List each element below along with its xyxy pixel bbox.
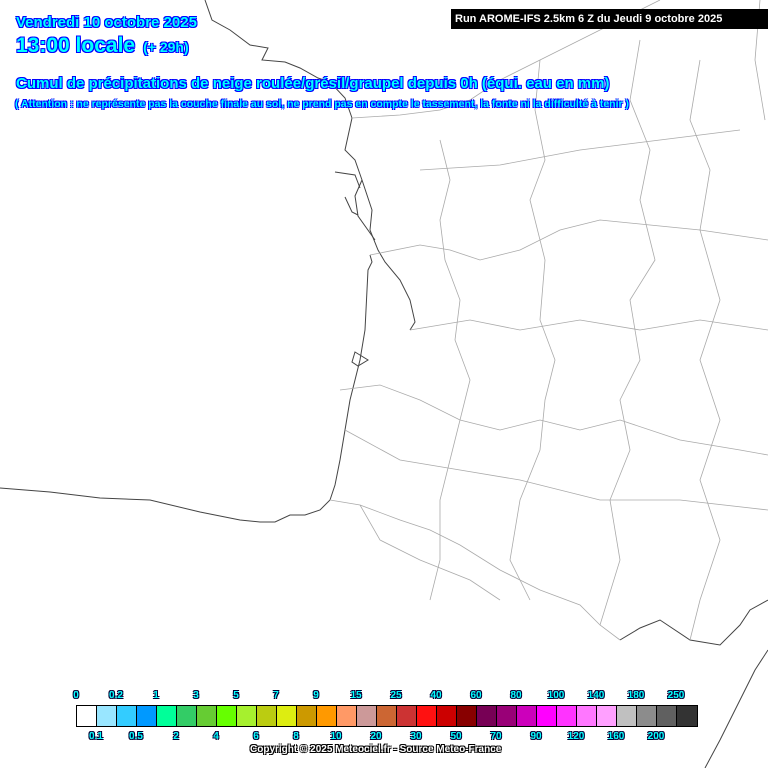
legend-swatch (77, 706, 97, 726)
forecast-time: 13:00 locale (+ 29h) (16, 34, 189, 58)
legend-label: 0 (73, 690, 79, 701)
lead-time: (+ 29h) (143, 39, 189, 55)
local-time: 13:00 locale (16, 34, 136, 57)
legend-label: 20 (370, 731, 382, 742)
legend-swatch (617, 706, 637, 726)
legend-swatch (597, 706, 617, 726)
legend-label: 70 (490, 731, 502, 742)
legend-swatch (557, 706, 577, 726)
color-legend (76, 705, 698, 727)
legend-label: 25 (390, 690, 402, 701)
legend-swatch (677, 706, 697, 726)
legend-swatch (517, 706, 537, 726)
legend-swatch (657, 706, 677, 726)
legend-label: 160 (607, 731, 625, 742)
legend-swatch (637, 706, 657, 726)
legend-label: 15 (350, 690, 362, 701)
legend-label: 3 (193, 690, 199, 701)
legend-label: 30 (410, 731, 422, 742)
forecast-date: Vendredi 10 octobre 2025 (16, 14, 197, 31)
legend-swatch (177, 706, 197, 726)
legend-swatch (257, 706, 277, 726)
legend-swatch (117, 706, 137, 726)
legend-swatch (437, 706, 457, 726)
legend-label: 8 (293, 731, 299, 742)
legend-label: 120 (567, 731, 585, 742)
legend-label: 0.1 (89, 731, 103, 742)
legend-label: 180 (627, 690, 645, 701)
legend-swatch (397, 706, 417, 726)
legend-swatch (197, 706, 217, 726)
legend-swatch (97, 706, 117, 726)
legend-label: 80 (510, 690, 522, 701)
legend-swatch (457, 706, 477, 726)
legend-label: 5 (233, 690, 239, 701)
run-info: Run AROME-IFS 2.5km 6 Z du Jeudi 9 octob… (451, 9, 768, 29)
legend-label: 7 (273, 690, 279, 701)
legend-swatch (357, 706, 377, 726)
legend-swatch (577, 706, 597, 726)
legend-label: 9 (313, 690, 319, 701)
legend-label: 4 (213, 731, 219, 742)
legend-label: 100 (547, 690, 565, 701)
legend-swatch (217, 706, 237, 726)
map-title: Cumul de précipitations de neige roulée/… (16, 75, 610, 92)
legend-label: 40 (430, 690, 442, 701)
legend-swatch (477, 706, 497, 726)
legend-label: 6 (253, 731, 259, 742)
legend-label: 140 (587, 690, 605, 701)
department-borders (329, 0, 768, 641)
legend-label: 2 (173, 731, 179, 742)
legend-swatch (337, 706, 357, 726)
legend-swatch (157, 706, 177, 726)
legend-swatch (377, 706, 397, 726)
legend-label: 0.2 (109, 690, 123, 701)
legend-label: 200 (647, 731, 665, 742)
legend-label: 250 (667, 690, 685, 701)
legend-label: 50 (450, 731, 462, 742)
legend-swatch (537, 706, 557, 726)
legend-swatch (497, 706, 517, 726)
copyright: Copyright © 2025 Meteociel.fr - Source M… (250, 744, 502, 755)
legend-swatch (417, 706, 437, 726)
legend-swatch (237, 706, 257, 726)
legend-swatch (137, 706, 157, 726)
legend-swatch (317, 706, 337, 726)
map-note: ( Attention : ne représente pas la couch… (15, 98, 629, 110)
legend-label: 0.5 (129, 731, 143, 742)
legend-swatch (297, 706, 317, 726)
legend-label: 60 (470, 690, 482, 701)
legend-label: 1 (153, 690, 159, 701)
legend-swatch (277, 706, 297, 726)
legend-label: 10 (330, 731, 342, 742)
legend-label: 90 (530, 731, 542, 742)
